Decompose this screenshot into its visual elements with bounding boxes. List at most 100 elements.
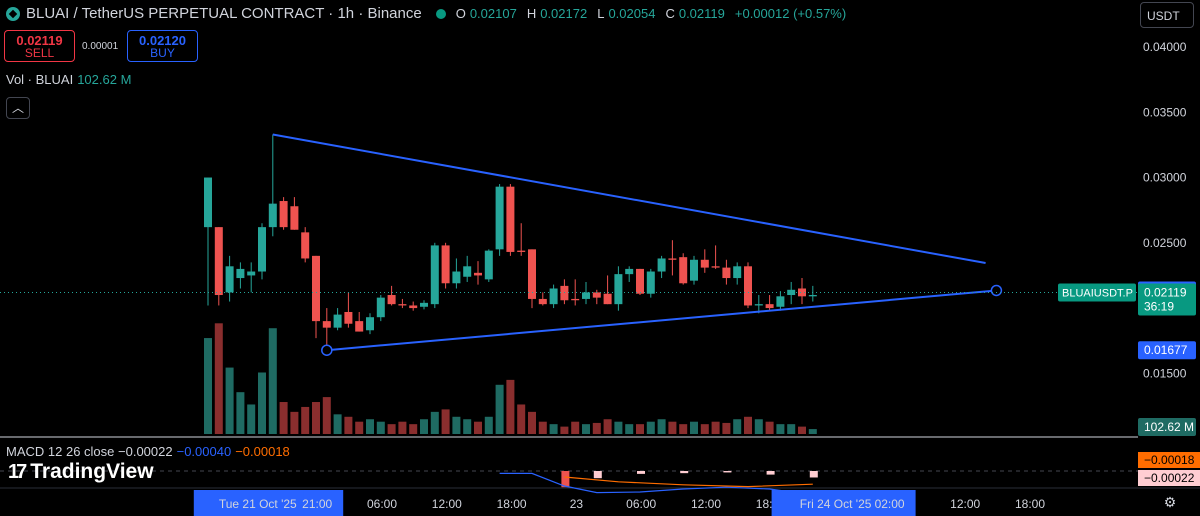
tradingview-mark-icon: 17 (8, 460, 27, 483)
tradingview-wordmark: TradingView (30, 460, 154, 483)
volume-bar (344, 416, 353, 434)
volume-bar (528, 411, 536, 434)
candle-body (452, 271, 461, 284)
y-tick-label: 0.02500 (1143, 236, 1187, 250)
high-key: H (526, 6, 537, 21)
volume-bar (744, 416, 752, 434)
buy-button[interactable]: 0.02120 BUY (127, 30, 198, 62)
candle-body (722, 267, 731, 279)
candle-body (333, 314, 342, 328)
volume-bar (268, 328, 277, 434)
x-tick-highlight (875, 490, 916, 516)
volume-bar (420, 419, 428, 434)
candle-body (528, 249, 536, 299)
candle-body (236, 268, 245, 279)
candle-body (225, 266, 234, 293)
macd-legend-signal: −0.00018 (235, 444, 290, 459)
buy-label: BUY (150, 46, 175, 60)
candle-body (700, 259, 709, 268)
x-tick-highlight (193, 490, 322, 516)
candle-body (506, 186, 515, 252)
low-key: L (597, 6, 605, 21)
candle-body (744, 266, 752, 306)
volume-bar (366, 419, 374, 434)
candle-body (409, 305, 418, 309)
volume-bar (560, 426, 569, 434)
macd-histogram-bar (593, 471, 602, 479)
macd-histogram-bar (766, 471, 775, 475)
y-tick-label: 0.01500 (1143, 366, 1187, 380)
volume-bar (204, 338, 212, 434)
symbol-title[interactable]: BLUAI / TetherUS PERPETUAL CONTRACT · 1h… (26, 5, 422, 22)
ohlc-values: O 0.02107 H 0.02172 L 0.02054 C 0.02119 +0.0… (456, 6, 852, 21)
macd-value-label-text: −0.00022 (1144, 471, 1195, 485)
tradingview-logo[interactable]: 17 TradingView (8, 460, 154, 484)
volume-bar (441, 409, 450, 434)
macd-histogram-bar (637, 471, 645, 474)
macd-line (499, 472, 813, 496)
candle-body (614, 274, 623, 305)
sell-label: SELL (24, 46, 55, 60)
volume-bar (506, 379, 515, 434)
gear-icon[interactable]: ⚙ (1163, 494, 1177, 510)
macd-legend-histogram: −0.00022 (118, 444, 173, 459)
volume-bar (646, 421, 655, 434)
volume-legend-label: Vol · BLUAI (6, 72, 74, 87)
price-label-text: 0.01677 (1144, 343, 1188, 357)
volume-bar (236, 392, 245, 434)
collapse-legend-button[interactable]: ︿ (6, 97, 30, 119)
candle-body (636, 268, 644, 294)
candle-body (398, 304, 407, 306)
candle-body (430, 245, 439, 305)
volume-legend[interactable]: Vol · BLUAI 102.62 M (6, 72, 131, 87)
volume-bar (452, 416, 461, 434)
symbol-tag-box (1058, 283, 1136, 302)
volume-bar (214, 323, 223, 434)
high-value: 0.02172 (540, 6, 588, 21)
macd-legend[interactable]: MACD 12 26 close −0.00022 −0.00040 −0.0001… (6, 444, 290, 459)
volume-bar (733, 419, 742, 434)
candle-body (301, 232, 310, 259)
candle-body (484, 250, 493, 280)
candle-body (538, 298, 547, 305)
volume-bar (582, 424, 590, 434)
low-value: 0.02054 (608, 6, 656, 21)
candle-body (214, 227, 223, 296)
volume-label-text: 102.62 M (1144, 420, 1194, 434)
candle-body (355, 321, 364, 332)
volume-bar (690, 421, 698, 434)
volume-bar (387, 424, 396, 434)
symbol-header: BLUAI / TetherUS PERPETUAL CONTRACT · 1h… (6, 5, 852, 22)
x-tick-label: 12:00 (432, 497, 462, 511)
volume-bar (474, 421, 482, 434)
macd-signal-label-text: −0.00018 (1144, 453, 1195, 467)
candle-body (711, 266, 720, 268)
macd-signal-label-box (1138, 452, 1200, 468)
volume-bar (463, 419, 472, 434)
candle-body (776, 296, 785, 307)
x-tick-label: 02:00 (875, 497, 905, 511)
volume-bar (765, 421, 774, 434)
volume-bar (722, 422, 731, 434)
x-tick-label: 21:00 (302, 497, 332, 511)
change-value: +0.00012 (+0.57%) (734, 6, 847, 21)
candle-body (679, 257, 688, 284)
x-tick-label: 12:00 (950, 497, 980, 511)
sell-button[interactable]: 0.02119 SELL (4, 30, 75, 62)
currency-selector[interactable]: USDT (1140, 2, 1194, 28)
candle-body (268, 203, 277, 228)
candle-body (322, 321, 331, 328)
signal-line (564, 476, 813, 488)
last-price-text: 0.02119 (1144, 286, 1187, 300)
candle-body (668, 258, 677, 260)
candle-body (247, 271, 256, 276)
volume-bar (798, 426, 806, 434)
trendline (326, 289, 997, 352)
volume-bar (603, 419, 612, 434)
spread-value: 0.00001 (82, 41, 119, 52)
candle-body (787, 289, 796, 296)
candle-body (312, 255, 320, 322)
macd-legend-label: MACD 12 26 close (6, 444, 115, 459)
volume-bar (312, 402, 320, 434)
